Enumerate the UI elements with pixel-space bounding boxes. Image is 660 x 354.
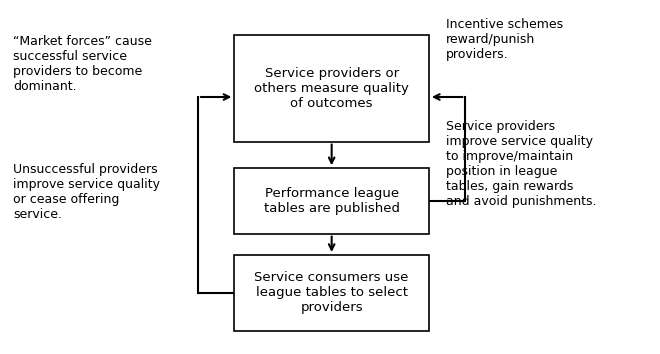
- FancyBboxPatch shape: [234, 35, 429, 142]
- Text: Incentive schemes
reward/punish
providers.: Incentive schemes reward/punish provider…: [446, 18, 562, 61]
- Text: “Market forces” cause
successful service
providers to become
dominant.: “Market forces” cause successful service…: [13, 35, 152, 93]
- Text: Service consumers use
league tables to select
providers: Service consumers use league tables to s…: [255, 272, 409, 314]
- FancyBboxPatch shape: [234, 255, 429, 331]
- Text: Performance league
tables are published: Performance league tables are published: [263, 187, 400, 215]
- Text: Service providers or
others measure quality
of outcomes: Service providers or others measure qual…: [254, 67, 409, 110]
- Text: Unsuccessful providers
improve service quality
or cease offering
service.: Unsuccessful providers improve service q…: [13, 163, 160, 221]
- FancyBboxPatch shape: [234, 168, 429, 234]
- Text: Service providers
improve service quality
to improve/maintain
position in league: Service providers improve service qualit…: [446, 120, 596, 209]
